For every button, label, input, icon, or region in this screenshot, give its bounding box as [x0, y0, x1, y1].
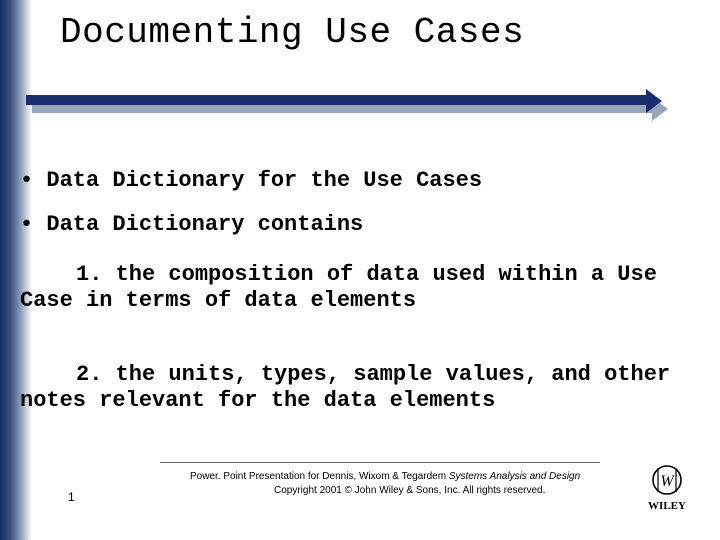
bullet-item: • Data Dictionary for the Use Cases — [20, 168, 482, 193]
page-number: 1 — [68, 490, 75, 504]
footer-attribution: Power. Point Presentation for Dennis, Wi… — [190, 470, 610, 497]
slide-title: Documenting Use Cases — [60, 12, 524, 53]
bullet-item: • Data Dictionary contains — [20, 212, 363, 237]
title-underline-arrow — [26, 95, 666, 119]
footer-line1-italic: Systems Analysis and Design — [449, 471, 580, 482]
bullet-text: Data Dictionary contains — [46, 212, 363, 237]
paragraph-text: 1. the composition of data used within a… — [20, 262, 657, 313]
wiley-logo-text: WILEY — [648, 500, 686, 512]
body-paragraph: 1. the composition of data used within a… — [20, 262, 696, 314]
body-paragraph: 2. the units, types, sample values, and … — [20, 362, 696, 414]
footer-rule — [160, 462, 600, 463]
paragraph-text: 2. the units, types, sample values, and … — [20, 362, 670, 413]
slide-footer: 1 Power. Point Presentation for Dennis, … — [40, 462, 696, 522]
footer-line2: Copyright 2001 © John Wiley & Sons, Inc.… — [190, 484, 610, 498]
bullet-text: Data Dictionary for the Use Cases — [46, 168, 482, 193]
footer-line1-plain: Power. Point Presentation for Dennis, Wi… — [190, 471, 449, 482]
svg-text:W: W — [660, 473, 675, 490]
wiley-logo: W WILEY — [638, 464, 696, 514]
